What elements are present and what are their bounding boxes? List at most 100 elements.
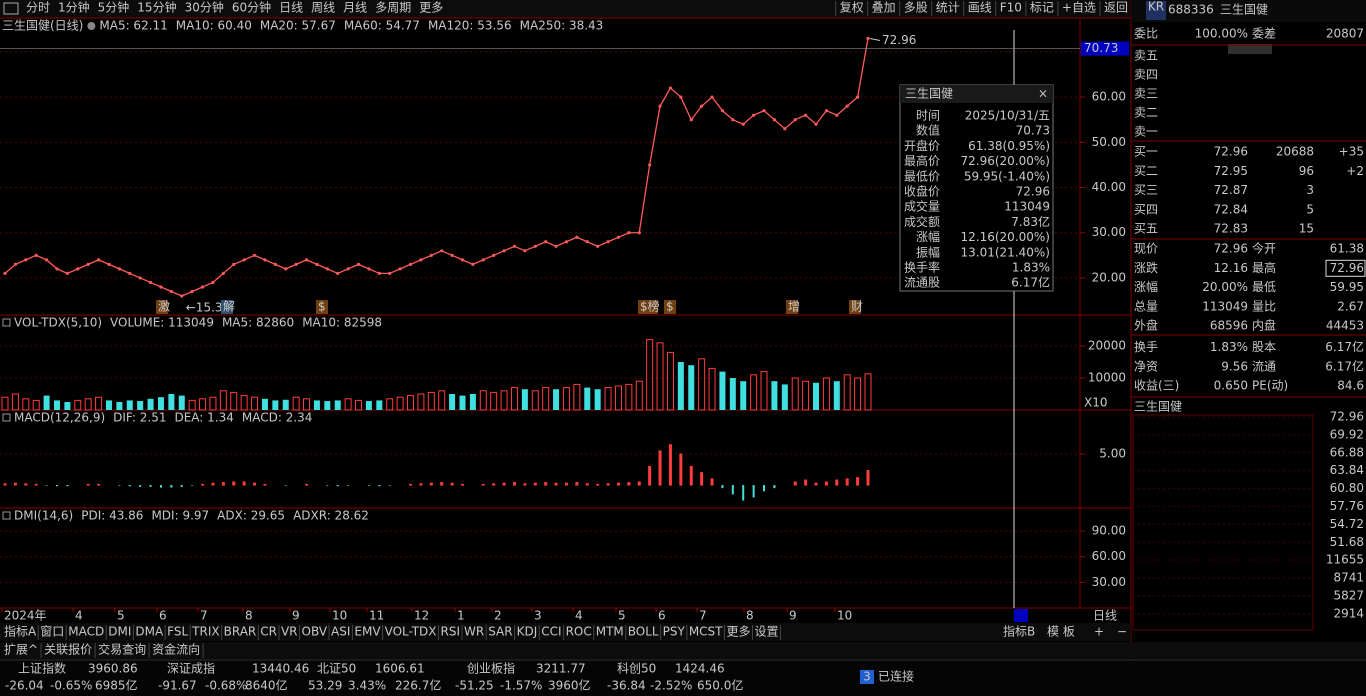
legend-entry: MA5: 62.11 [99, 19, 167, 33]
indicator-tab[interactable]: 设置 [755, 625, 779, 639]
index-name[interactable]: 北证50 [317, 662, 356, 676]
event-marker[interactable]: $ [318, 300, 326, 314]
indicator-tab[interactable]: 更多 [727, 625, 751, 639]
period-tab[interactable]: 1分钟 [58, 0, 90, 15]
toolbar-button[interactable]: 画线 [968, 1, 992, 15]
volume-bar [386, 398, 394, 411]
indicator-tab[interactable]: − [1117, 625, 1127, 639]
period-tab[interactable]: 30分钟 [185, 0, 224, 15]
unit-label: X10 [1084, 396, 1108, 410]
toolbar-button[interactable]: 叠加 [872, 1, 896, 15]
tooltip-close[interactable]: × [1038, 87, 1048, 101]
indicator-tab[interactable]: TRIX [191, 625, 219, 639]
price-point [388, 271, 392, 276]
volume-bar [209, 396, 217, 411]
indicator-tab[interactable]: WR [464, 625, 484, 639]
macd-bar [804, 479, 808, 486]
index-name[interactable]: 深证成指 [167, 661, 215, 676]
index-amount: 8640亿 [245, 678, 288, 693]
indicator-tab[interactable]: + [1094, 625, 1104, 639]
settings-icon [87, 22, 96, 30]
tooltip-label: 振幅 [916, 244, 940, 259]
event-marker[interactable]: 解 [223, 300, 235, 314]
indicator-tab[interactable]: MCST [689, 625, 723, 639]
indicator-tab[interactable]: ASI [331, 625, 350, 639]
price-point [200, 285, 205, 289]
indicator-tab[interactable]: OBV [302, 625, 328, 639]
event-marker-bg [638, 300, 658, 314]
indicator-tab[interactable]: RSI [441, 625, 461, 639]
toolbar-button[interactable]: F10 [1000, 1, 1022, 15]
connection-label[interactable]: 已连接 [878, 669, 914, 684]
indicator-tab[interactable]: MACD [68, 625, 104, 639]
tooltip-value: 6.17亿 [1011, 275, 1050, 290]
indicator-tab[interactable]: SAR [488, 625, 512, 639]
index-name[interactable]: 创业板指 [467, 661, 515, 676]
price-line [4, 38, 869, 297]
event-marker[interactable]: 增 [788, 300, 800, 314]
price-point [377, 271, 381, 276]
y-tick-label: 60.00 [1092, 549, 1126, 563]
bid-volume: 3 [1306, 183, 1314, 197]
extra-tab[interactable]: 关联报价 [44, 642, 92, 657]
price-point [252, 253, 257, 257]
event-marker[interactable]: 激 [158, 300, 170, 314]
period-tab[interactable]: 分时 [26, 1, 50, 15]
indicator-tab[interactable]: EMV [354, 625, 381, 639]
price-point [211, 280, 215, 285]
toolbar-button[interactable]: 统计 [936, 1, 960, 15]
event-marker[interactable]: $ [666, 300, 674, 314]
indicator-tab[interactable]: DMI [108, 625, 131, 639]
toolbar-button[interactable]: 多股 [904, 1, 928, 15]
indicator-tab[interactable]: FSL [167, 625, 188, 639]
period-tab[interactable]: 月线 [343, 1, 367, 15]
indicator-tab[interactable]: PSY [663, 625, 686, 639]
indicator-tab[interactable]: 指标A [4, 624, 37, 639]
index-name[interactable]: 科创50 [617, 662, 656, 676]
macd-bar [668, 444, 672, 486]
indicator-tab[interactable]: MTM [596, 625, 624, 639]
period-tab[interactable]: 15分钟 [137, 0, 176, 15]
period-tab[interactable]: 更多 [419, 1, 443, 15]
period-label[interactable]: 日线 [1093, 609, 1117, 623]
indicator-tab[interactable]: BOLL [628, 625, 659, 639]
event-marker-bg [664, 300, 676, 314]
indicator-tab[interactable]: BRAR [224, 625, 257, 639]
period-tab[interactable]: 日线 [279, 1, 303, 15]
volume-bar [53, 400, 60, 410]
panel-title: VOL-TDX(5,10) [14, 316, 102, 330]
indicator-tab[interactable]: CR [260, 625, 277, 639]
period-tab[interactable]: 60分钟 [232, 0, 271, 15]
toolbar-button[interactable]: 复权 [840, 1, 864, 15]
collapse-button[interactable] [1228, 44, 1272, 54]
indicator-tab[interactable]: ROC [566, 625, 592, 639]
indicator-tab[interactable]: VOL-TDX [385, 625, 437, 639]
index-name[interactable]: 上证指数 [18, 661, 66, 676]
x-tick-label: 10 [837, 609, 852, 623]
indicator-tab[interactable]: KDJ [517, 625, 538, 639]
y-tick-label: 30.00 [1092, 575, 1126, 589]
indicator-tab[interactable]: 指标B [1003, 624, 1035, 639]
volume-bar [719, 371, 726, 410]
stat-value: 20.00% [1202, 280, 1248, 294]
indicator-tab[interactable]: 窗口 [40, 625, 64, 639]
tooltip-value: 2025/10/31/五 [965, 109, 1050, 123]
toolbar-button[interactable]: +自选 [1062, 1, 1096, 15]
volume-bar [449, 394, 456, 410]
indicator-tab[interactable]: DMA [135, 625, 164, 639]
toolbar-button[interactable]: 标记 [1030, 1, 1054, 15]
extra-tab[interactable]: 资金流向 [152, 642, 200, 657]
event-marker[interactable]: $榜 [640, 299, 660, 314]
price-point [107, 262, 111, 266]
extra-tab[interactable]: 交易查询 [98, 642, 146, 657]
toolbar-button[interactable]: 返回 [1104, 1, 1128, 15]
indicator-tab[interactable]: VR [281, 625, 298, 639]
index-pct: -1.57% [500, 679, 542, 693]
indicator-tab[interactable]: 模 板 [1047, 625, 1075, 639]
extra-tab[interactable]: 扩展^ [4, 643, 38, 657]
indicator-tab[interactable]: CCI [541, 625, 561, 639]
period-tab[interactable]: 多周期 [375, 1, 411, 15]
period-tab[interactable]: 周线 [311, 1, 335, 15]
event-marker[interactable]: 财 [851, 300, 863, 314]
period-tab[interactable]: 5分钟 [98, 0, 130, 15]
